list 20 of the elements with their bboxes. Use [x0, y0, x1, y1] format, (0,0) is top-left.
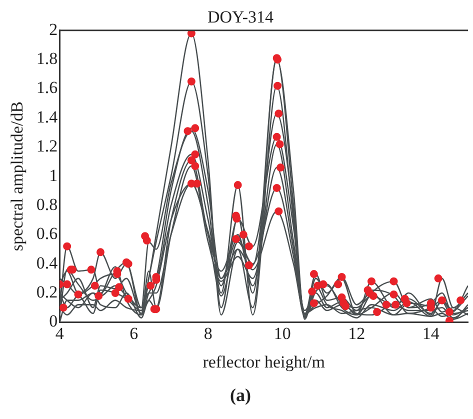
y-tick-label: 1: [49, 166, 58, 185]
x-tick-label: 12: [348, 324, 366, 343]
y-tick-label: 1.6: [36, 78, 58, 98]
y-tick-label: 1.2: [36, 136, 58, 156]
y-tick-label: 0.6: [36, 224, 58, 244]
y-axis-title: spectral amplitude/dB: [8, 101, 27, 252]
y-tick-label: 2: [49, 20, 58, 39]
chart-title: DOY-314: [207, 8, 274, 27]
y-tick-label: 0.8: [36, 194, 58, 214]
y-tick-label: 1.8: [36, 49, 58, 68]
y-tick-label: 1.4: [36, 107, 58, 126]
y-tick-label: 0: [49, 312, 58, 331]
x-tick-label: 10: [274, 324, 291, 343]
x-axis-title: reflector height/m: [202, 352, 325, 372]
y-tick-label: 0.4: [36, 253, 58, 272]
y-tick-label: 0.2: [36, 282, 58, 302]
x-tick-label: 14: [422, 324, 440, 343]
x-tick-label: 8: [204, 324, 212, 343]
x-tick-label: 6: [130, 324, 138, 343]
text: (a): [229, 385, 252, 406]
